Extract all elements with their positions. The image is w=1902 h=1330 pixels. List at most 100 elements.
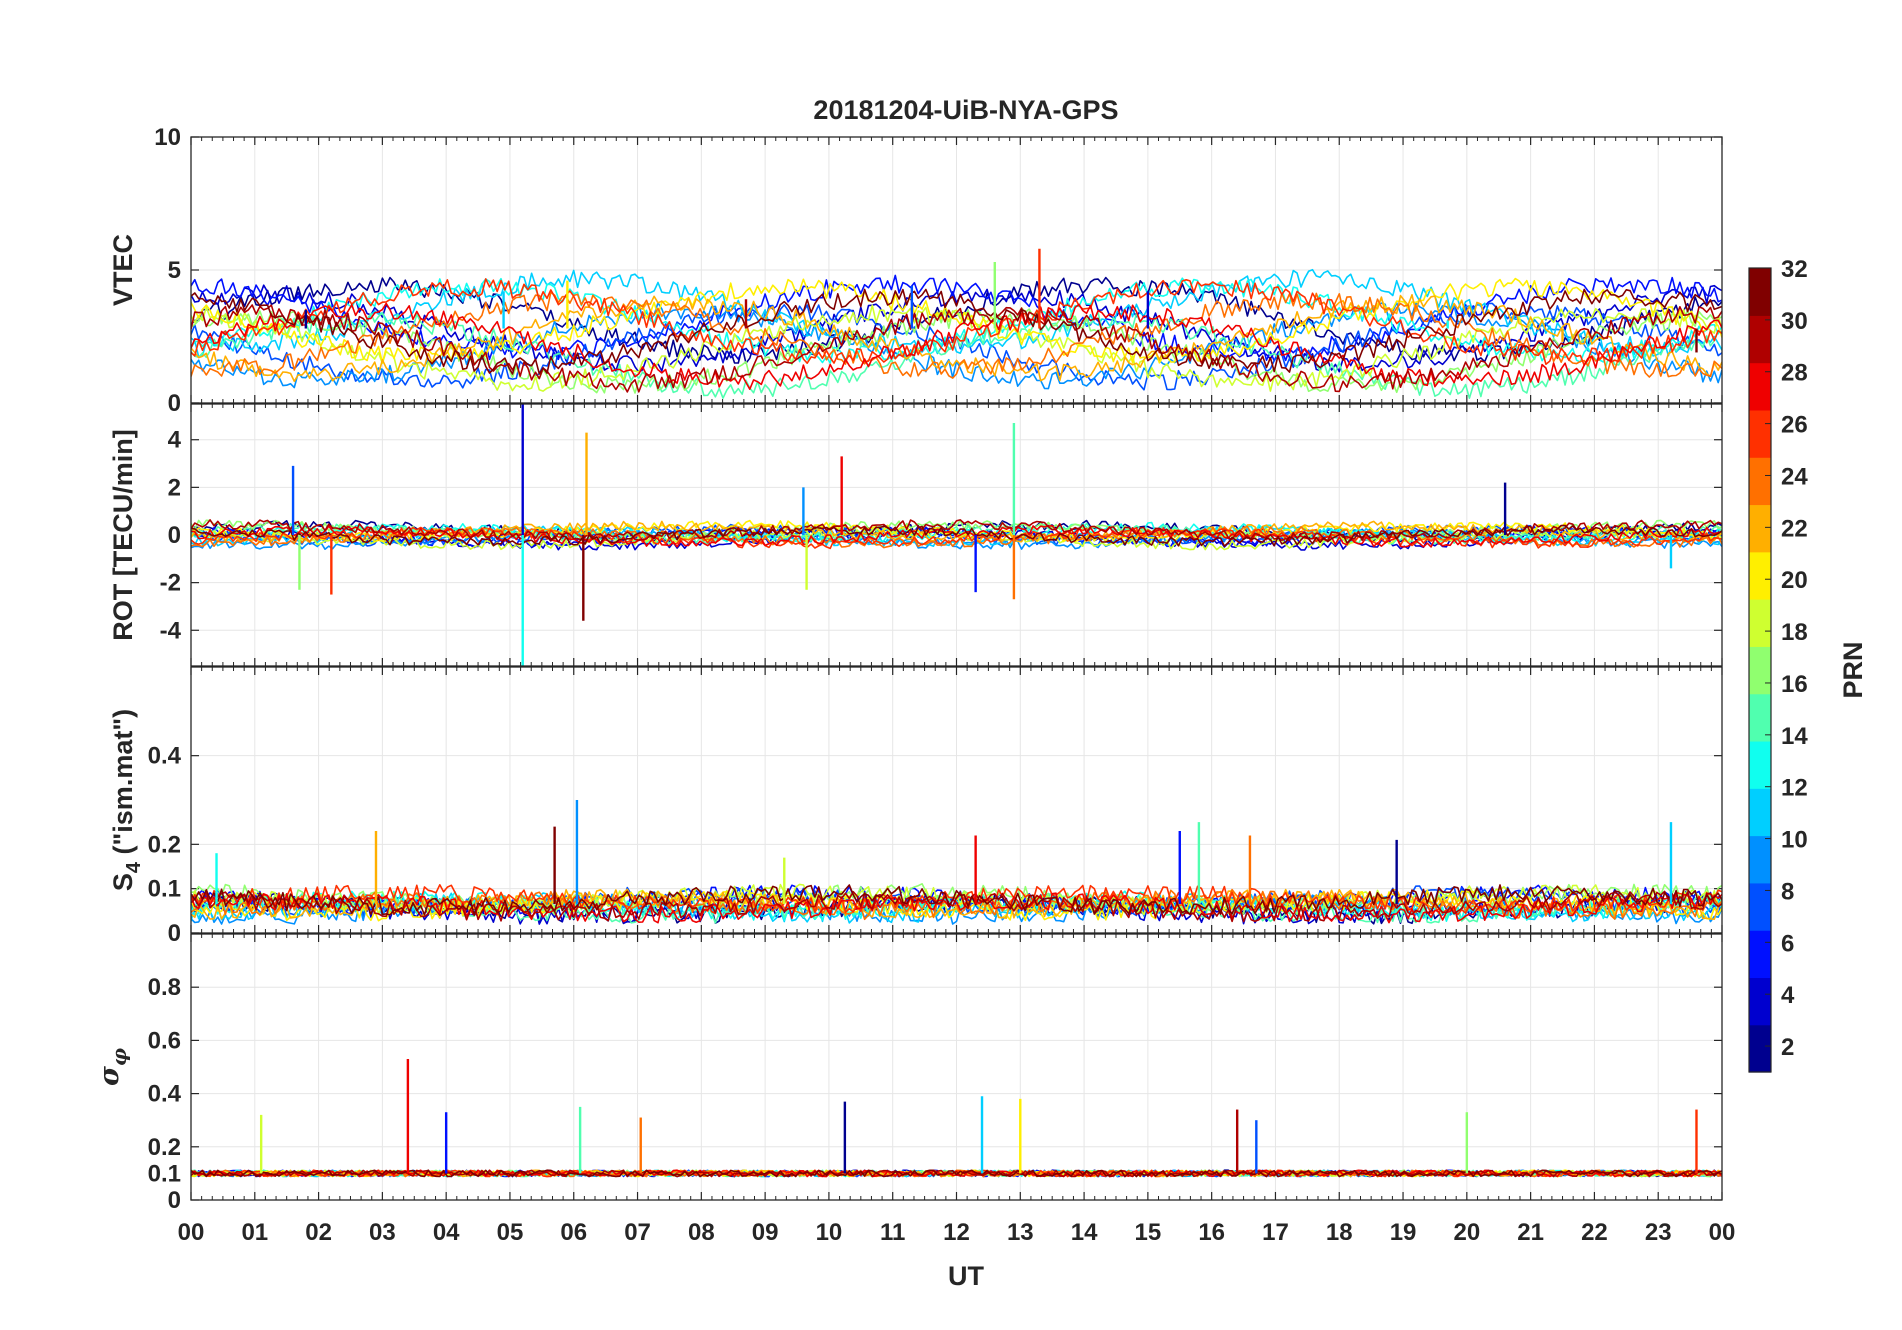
colorbar-tick-label: 12 — [1781, 775, 1808, 802]
x-tick-label: 09 — [752, 1219, 779, 1246]
colorbar-band — [1749, 646, 1771, 695]
x-tick-label: 15 — [1135, 1219, 1162, 1246]
colorbar-band — [1749, 315, 1771, 364]
x-tick-label: 23 — [1645, 1219, 1672, 1246]
x-tick-label: 10 — [816, 1219, 843, 1246]
y-tick-label: 10 — [154, 124, 181, 151]
colorbar-band — [1749, 268, 1771, 316]
series-line-prn-25 — [191, 888, 1722, 921]
colorbar-band — [1749, 1024, 1771, 1073]
y-tick-label: -4 — [160, 617, 182, 644]
x-tick-label: 01 — [241, 1219, 268, 1246]
x-tick-label: 16 — [1198, 1219, 1225, 1246]
y-axis-label: ROT [TECU/min] — [108, 429, 138, 640]
colorbar-tick-label: 8 — [1781, 878, 1794, 905]
series-line-prn-32 — [191, 524, 1722, 547]
x-tick-label: 11 — [880, 1219, 905, 1246]
panel-border — [190, 666, 1723, 934]
y-tick-label: 0.4 — [148, 743, 182, 770]
x-tick-label: 13 — [1007, 1219, 1034, 1246]
series-group — [191, 800, 1722, 925]
x-tick-label: 21 — [1517, 1219, 1544, 1246]
panel-border — [190, 403, 1723, 667]
colorbar-tick-label: 22 — [1781, 515, 1808, 542]
colorbar-band — [1749, 457, 1771, 506]
y-tick-label: 0 — [168, 1187, 181, 1214]
x-tick-label: 07 — [624, 1219, 651, 1246]
colorbar-band — [1749, 788, 1771, 837]
colorbar-tick-label: 30 — [1781, 308, 1808, 335]
series-group — [191, 1059, 1722, 1178]
series-group — [191, 248, 1722, 399]
y-axis-label: VTEC — [108, 234, 138, 306]
x-tick-label: 14 — [1071, 1219, 1098, 1246]
colorbar-tick-label: 26 — [1781, 412, 1808, 439]
colorbar-label: PRN — [1838, 641, 1868, 698]
series-line-prn-11 — [191, 268, 1722, 358]
colorbar-tick-label: 20 — [1781, 567, 1808, 594]
y-tick-label: 0 — [168, 522, 181, 549]
series-line-prn-5 — [191, 274, 1722, 362]
series-line-prn-32 — [191, 288, 1722, 375]
panel-border — [190, 136, 1723, 404]
series-line-prn-19 — [191, 304, 1722, 392]
series-line-prn-31 — [191, 890, 1722, 923]
x-tick-label: 00 — [1709, 1219, 1736, 1246]
x-tick-label: 02 — [305, 1219, 332, 1246]
series-line-prn-13 — [191, 277, 1722, 364]
x-tick-label: 17 — [1262, 1219, 1289, 1246]
y-label-rest: ("ism.mat") — [108, 709, 138, 862]
colorbar-tick-label: 16 — [1781, 671, 1808, 698]
colorbar-tick-label: 2 — [1781, 1034, 1794, 1061]
panel-4: 00.10.2 0.4 0.6 0.8 σφ — [94, 933, 1723, 1214]
y-axis-label: σφ — [94, 1048, 131, 1086]
colorbar-band — [1749, 362, 1771, 411]
series-line-prn-29 — [191, 892, 1722, 924]
colorbar-band — [1749, 599, 1771, 647]
x-tick-label: 12 — [943, 1219, 970, 1246]
colorbar-band — [1749, 504, 1771, 553]
y-tick-label: 2 — [168, 474, 181, 501]
series-line-prn-32 — [191, 884, 1722, 916]
y-tick-label: 5 — [168, 257, 181, 284]
series-line-prn-29 — [191, 302, 1722, 390]
x-tick-label: 04 — [433, 1219, 460, 1246]
y-tick-label: 0 — [168, 390, 181, 417]
y-tick-label: 4 — [168, 427, 182, 454]
x-tick-label: 05 — [497, 1219, 524, 1246]
x-tick-label: 19 — [1390, 1219, 1417, 1246]
panel-2: -4 -2 0 2 4 ROT [TECU/min] — [108, 403, 1723, 667]
series-line-prn-31 — [191, 304, 1722, 393]
colorbar-band — [1749, 740, 1771, 789]
x-tick-label: 06 — [560, 1219, 587, 1246]
colorbar-tick-label: 14 — [1781, 723, 1808, 750]
series-line-prn-23 — [191, 888, 1722, 920]
y-tick-label: 0.1 — [148, 1160, 181, 1187]
panel-1: 0 5 10 VTEC — [108, 124, 1723, 417]
x-tick-label: 00 — [178, 1219, 205, 1246]
chart-title: 20181204-UiB-NYA-GPS — [813, 95, 1118, 125]
y-tick-label: 0.8 — [148, 974, 181, 1001]
colorbar-band — [1749, 409, 1771, 458]
colorbar-tick-label: 18 — [1781, 619, 1808, 646]
y-tick-label: 0.2 — [148, 1134, 181, 1161]
y-tick-label: 0.6 — [148, 1027, 181, 1054]
panel-border — [190, 933, 1723, 1201]
series-line-prn-27 — [191, 526, 1722, 550]
colorbar-band — [1749, 693, 1771, 742]
y-tick-label: 0.4 — [148, 1081, 182, 1108]
x-axis-label: UT — [948, 1261, 984, 1291]
y-label-main: S — [108, 873, 138, 891]
x-tick-labels: 00 01 02 03 04 05 06 07 08 09 10 11 12 13 14 15 16 17 18 19… — [178, 1219, 1736, 1246]
colorbar-band — [1749, 835, 1771, 884]
y-label-sub: 4 — [123, 861, 145, 873]
series-line-prn-29 — [191, 525, 1722, 548]
colorbar-band — [1749, 930, 1771, 979]
x-tick-label: 18 — [1326, 1219, 1353, 1246]
panel-3: 00.10.20.4S4 ("ism.mat") — [108, 666, 1723, 947]
y-label-sub: φ — [107, 1048, 131, 1066]
y-tick-label: 0 — [168, 920, 181, 947]
